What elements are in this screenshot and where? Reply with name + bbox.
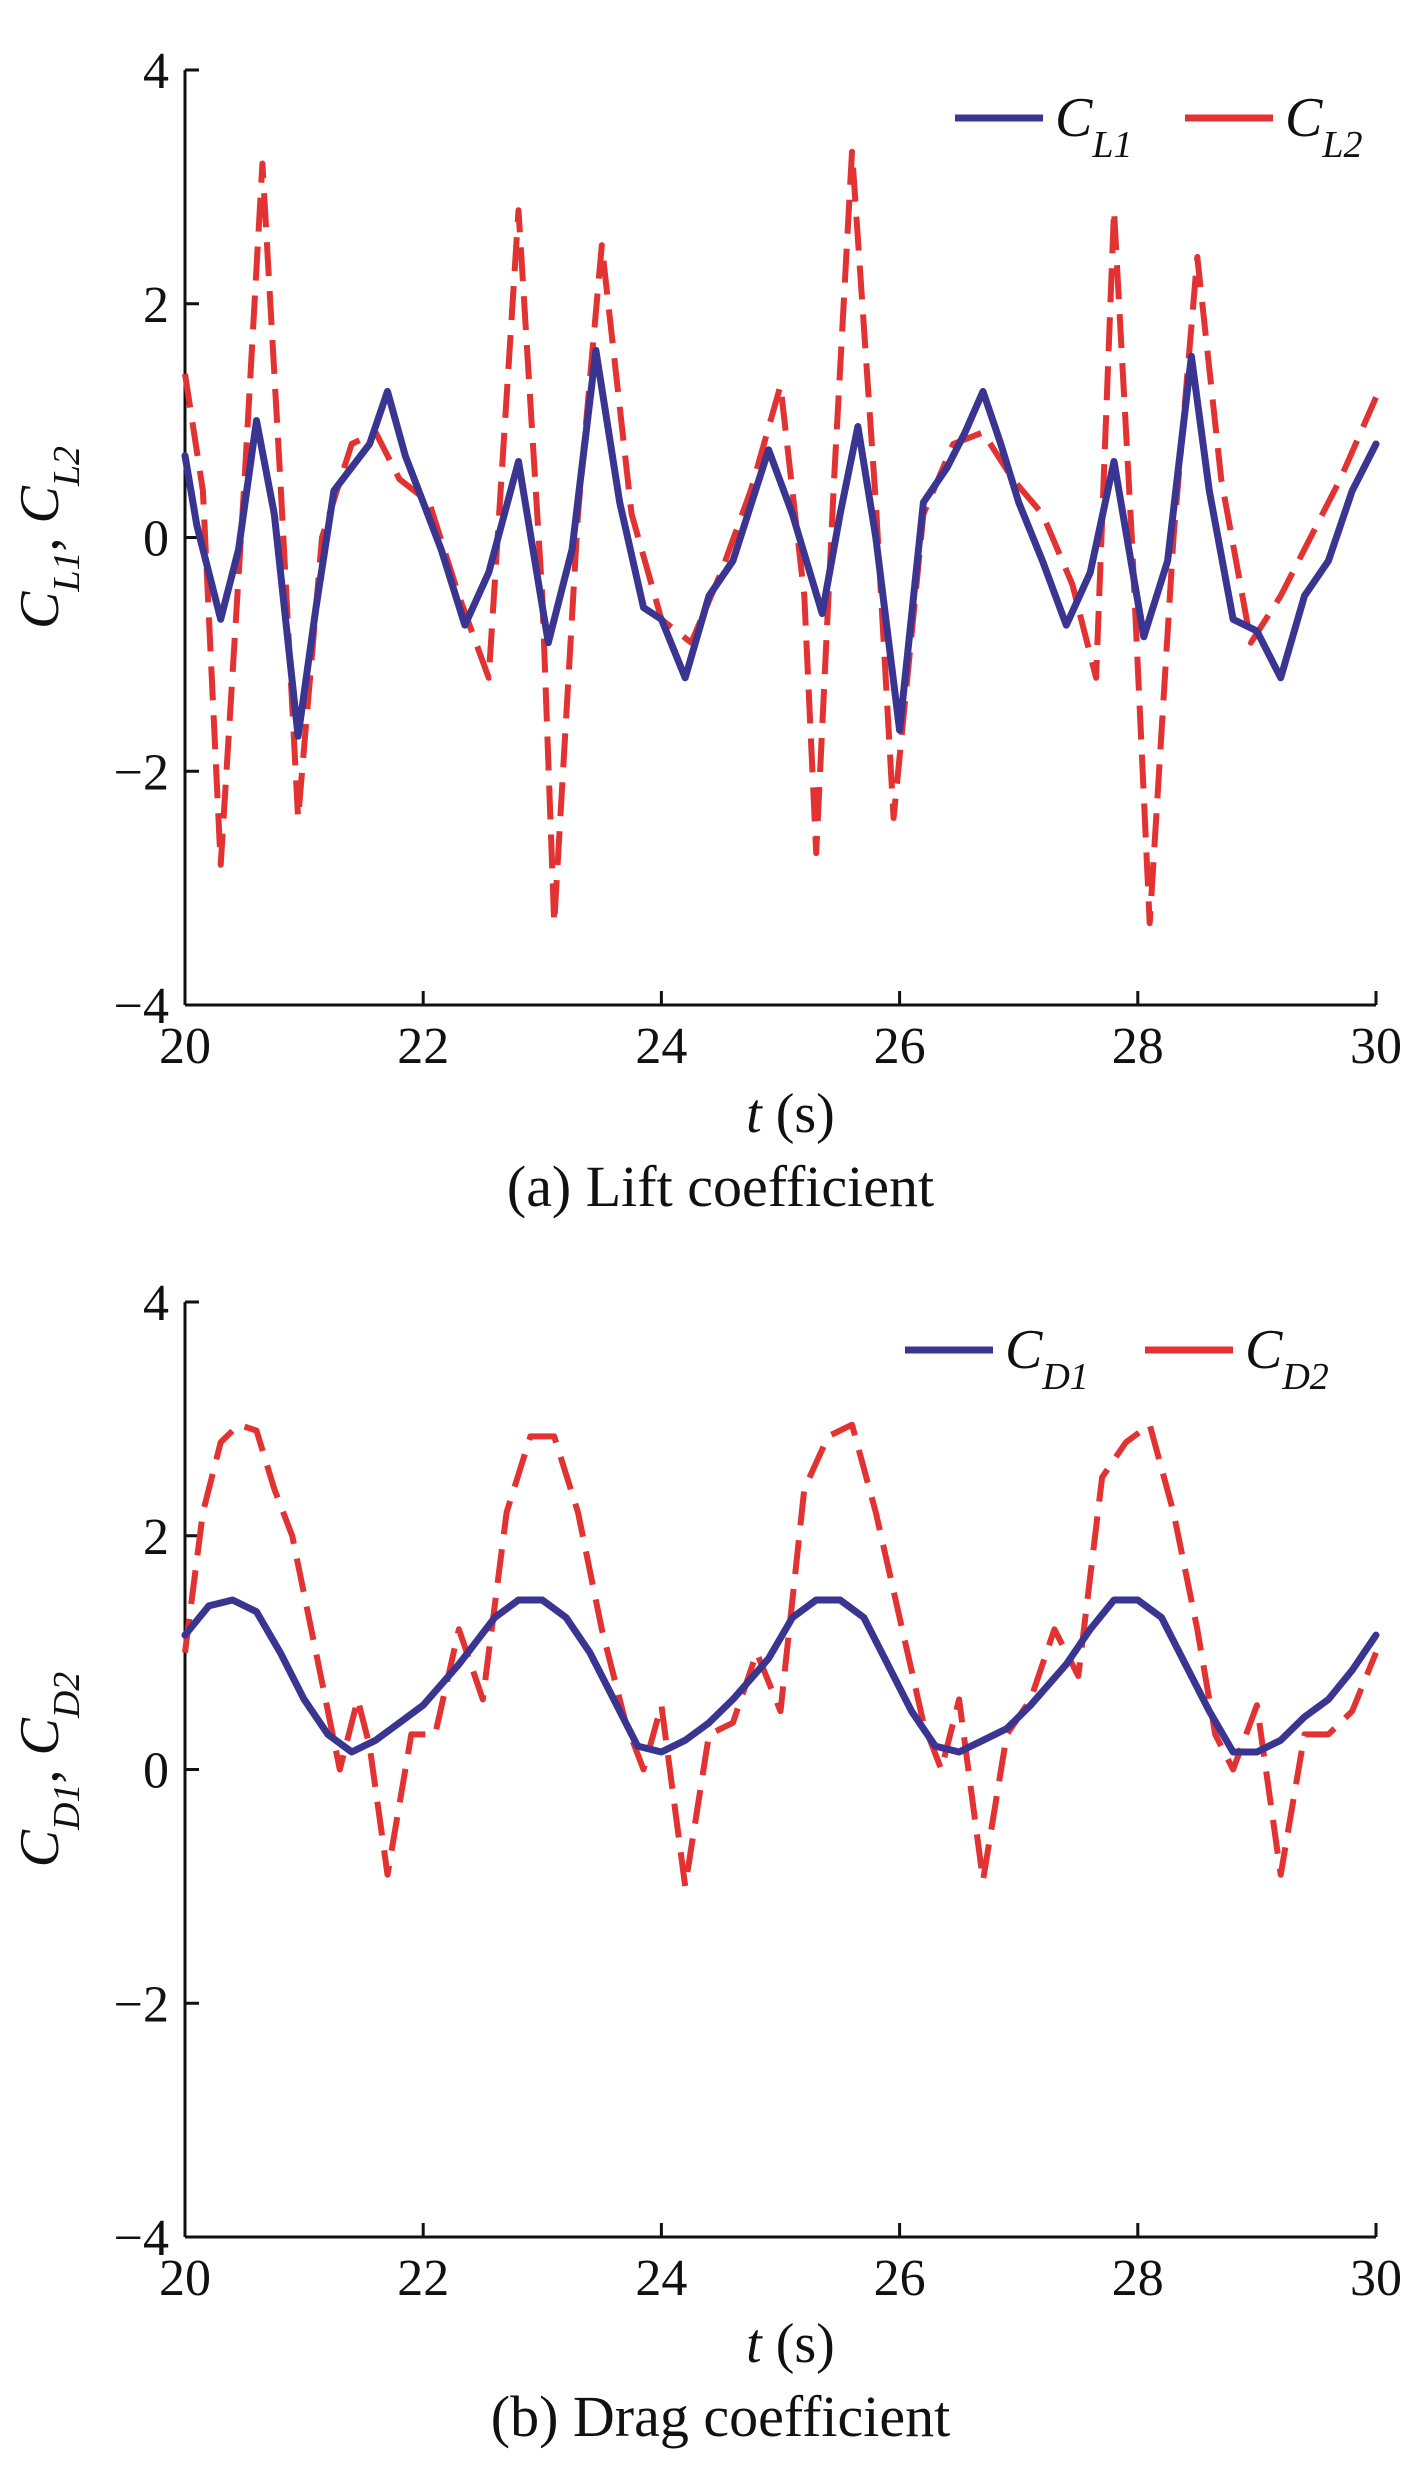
drag-x-axis-title: t (s)	[746, 2313, 835, 2375]
lift-caption: (a) Lift coefficient	[507, 1154, 934, 1219]
drag-series-d1	[181, 1596, 1380, 1756]
lift-x-tick-label: 30	[1350, 1018, 1402, 1075]
drag-legend-label-d2: CD2	[1245, 1319, 1329, 1398]
drag-y-tick-label: 2	[143, 1509, 169, 1566]
drag-series-d2	[182, 1421, 1379, 1890]
lift-y-tick-label: 4	[143, 43, 169, 100]
lift-legend-label-l2: CL2	[1285, 87, 1363, 166]
lift-y-tick-label: −2	[114, 744, 169, 801]
drag-x-tick-label: 22	[397, 2250, 449, 2307]
lift-x-tick-label: 22	[397, 1018, 449, 1075]
drag-y-tick-label: −4	[114, 2210, 169, 2267]
lift-y-tick-label: 0	[143, 511, 169, 568]
lift-y-tick-label: −4	[114, 978, 169, 1035]
lift-series-l2	[182, 148, 1379, 927]
lift-x-tick-label: 28	[1112, 1018, 1164, 1075]
drag-y-tick-label: −2	[114, 1976, 169, 2033]
drag-legend-label-d1: CD1	[1005, 1319, 1089, 1398]
drag-x-tick-label: 20	[159, 2250, 211, 2307]
drag-x-tick-label: 30	[1350, 2250, 1402, 2307]
drag-x-tick-label: 26	[874, 2250, 926, 2307]
lift-x-tick-label: 20	[159, 1018, 211, 1075]
lift-y-axis-title: CL1, CL2	[9, 446, 88, 629]
lift-x-tick-label: 24	[635, 1018, 687, 1075]
drag-caption: (b) Drag coefficient	[491, 2384, 950, 2449]
drag-x-tick-label: 24	[635, 2250, 687, 2307]
lift-x-tick-label: 26	[874, 1018, 926, 1075]
lift-series-l1	[181, 347, 1380, 740]
drag-y-axis-title: CD1, CD2	[9, 1672, 88, 1868]
lift-y-tick-label: 2	[143, 277, 169, 334]
drag-x-tick-label: 28	[1112, 2250, 1164, 2307]
lift-x-axis-title: t (s)	[746, 1083, 835, 1145]
drag-y-tick-label: 4	[143, 1275, 169, 1332]
lift-legend-label-l1: CL1	[1055, 87, 1133, 166]
drag-y-tick-label: 0	[143, 1743, 169, 1800]
